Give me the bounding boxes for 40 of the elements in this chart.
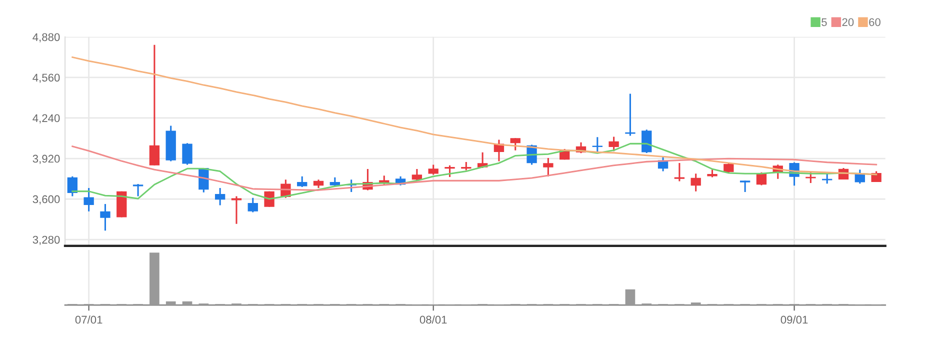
y-tick-label: 4,880 (32, 33, 60, 42)
candlestick (806, 171, 816, 184)
bar (182, 301, 192, 306)
candlestick (182, 142, 192, 166)
candlestick (412, 168, 422, 182)
candlestick (608, 136, 619, 152)
y-tick-label: 4,560 (32, 74, 60, 83)
candlestick (100, 203, 110, 232)
candlestick (297, 176, 308, 188)
candlestick (740, 180, 750, 193)
candlestick (642, 128, 652, 154)
candlestick (84, 187, 94, 212)
legend-label: 5 (822, 18, 827, 26)
candlestick (428, 164, 438, 176)
candlestick (248, 197, 258, 213)
x-tick-label: 07/01 (75, 315, 102, 324)
bar (625, 289, 636, 306)
candlestick (822, 172, 832, 184)
candlestick (132, 183, 144, 198)
candlestick (67, 176, 78, 198)
y-tick-label: 3,280 (32, 236, 60, 246)
candlestick (149, 44, 160, 166)
candlestick (214, 187, 226, 206)
bar (150, 252, 160, 306)
candlestick (690, 172, 701, 192)
y-tick-label: 3,600 (32, 195, 60, 204)
candlestick (543, 157, 554, 178)
candlestick (231, 195, 242, 225)
legend-label: 20 (842, 18, 854, 26)
bar (166, 301, 176, 306)
candlestick (444, 164, 455, 178)
candlestick (674, 162, 685, 182)
y-tick-label: 4,240 (32, 114, 60, 124)
legend-label: 60 (869, 18, 880, 26)
x-tick-label: 08/01 (420, 315, 447, 324)
candlestick (510, 137, 520, 152)
candlestick (592, 136, 602, 154)
x-tick-label: 09/01 (780, 315, 808, 324)
y-tick-label: 3,920 (32, 154, 60, 164)
bar (690, 302, 701, 306)
